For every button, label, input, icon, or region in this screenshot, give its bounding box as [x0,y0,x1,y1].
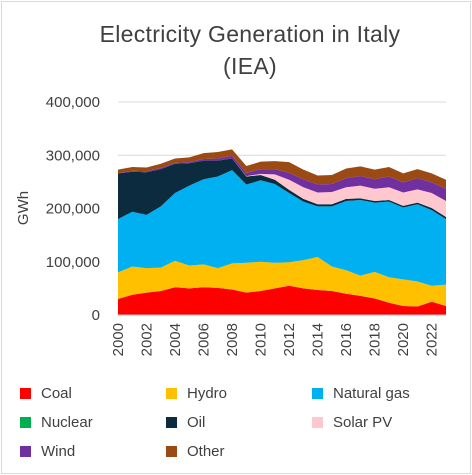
y-tick-label: 300,000 [46,147,100,164]
axes: 0 100,000 200,000 300,000 400,000 2000 2002 200… [46,94,446,356]
x-tick-label: 2008 [224,323,241,356]
legend-swatch [20,387,31,399]
legend-item-coal: Coal [20,385,72,403]
area-oil [118,158,446,220]
chart-title-line-2: (IEA) [223,53,277,79]
area-series [118,149,446,315]
legend-label: Wind [41,443,76,460]
legend-label: Hydro [187,385,228,402]
y-axis-label: GWh [15,191,32,225]
legend-label: Nuclear [41,414,93,431]
area-wind [118,155,446,202]
legend-label: Other [187,443,225,460]
legend-label: Oil [187,414,206,431]
y-tick-label: 400,000 [46,94,100,111]
legend-swatch [166,387,177,399]
legend-label: Coal [41,385,72,402]
x-tick-label: 2016 [338,323,355,356]
legend-item-natural-gas: Natural gas [312,385,410,403]
x-tick-label: 2006 [196,323,213,356]
legend-label: Natural gas [333,385,410,402]
y-tick-label: 0 [92,307,100,324]
legend-swatch [312,416,323,428]
legend-item-other: Other [166,443,225,461]
y-tick-label: 200,000 [46,201,100,218]
legend-label: Solar PV [333,414,393,431]
chart-title-line-1: Electricity Generation in Italy [99,21,401,47]
legend-item-wind: Wind [20,443,75,461]
area-other [118,149,446,189]
legend-swatch [166,416,177,428]
x-tick-label: 2022 [424,323,441,356]
area-hydro [118,256,446,307]
legend-item-hydro: Hydro [166,385,227,403]
x-tick-label: 2000 [110,323,127,356]
legend-swatch [312,387,323,399]
x-tick-label: 2012 [281,323,298,356]
x-tick-label: 2002 [139,323,156,356]
area-natural-gas [118,170,446,286]
x-tick-label: 2014 [310,323,327,356]
x-tick-label: 2004 [167,323,184,356]
x-tick-label: 2018 [367,323,384,356]
x-tick-label: 2010 [253,323,270,356]
area-coal [118,285,446,315]
legend-swatch [20,445,31,457]
legend-item-solar-pv: Solar PV [312,414,392,432]
legend-swatch [20,416,31,428]
chart-title: Electricity Generation in Italy (IEA) [40,18,460,82]
y-tick-label: 100,000 [46,254,100,271]
legend-item-oil: Oil [166,414,205,432]
legend-item-nuclear: Nuclear [20,414,93,432]
legend-swatch [166,445,177,457]
x-tick-label: 2020 [395,323,412,356]
